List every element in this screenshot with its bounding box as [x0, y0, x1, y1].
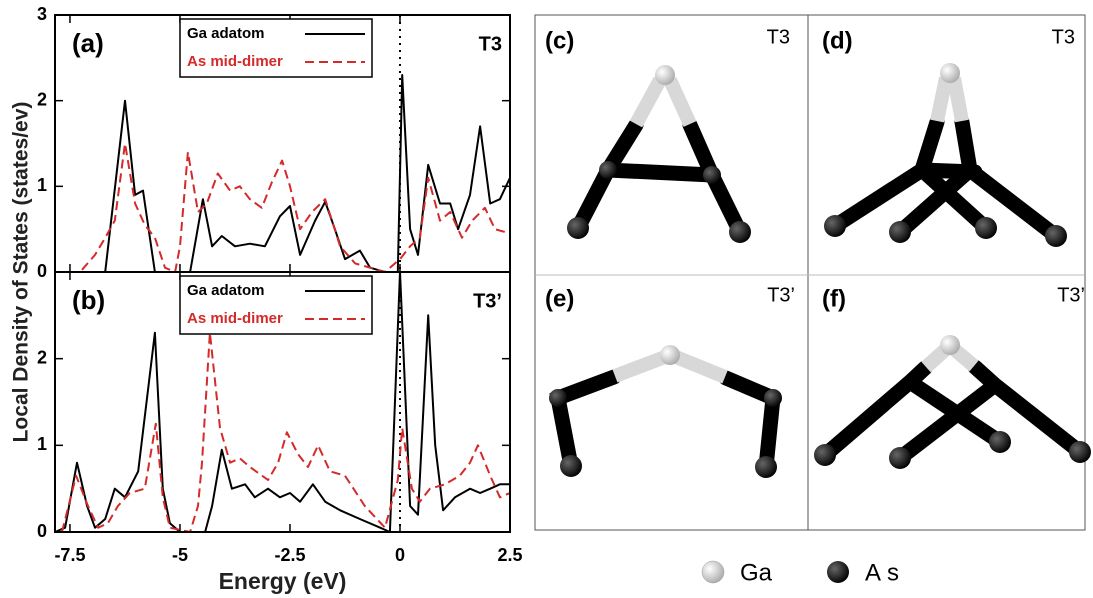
y-tick-label: 0 — [37, 261, 47, 281]
line-chart: 0 1 2 3 (a) T3 Ga adatom As mid-dimer Local Dens… — [10, 4, 511, 443]
y-tick-label: 1 — [37, 434, 47, 454]
as-atom — [755, 456, 777, 478]
line-chart: 0 1 2 -7.5 -5 -2.5 0 2.5 (b) T3’ Ga adatom As mid-d… — [37, 271, 523, 594]
structure-c — [567, 65, 751, 243]
panel-tag: T3’ — [1057, 284, 1085, 306]
structure-d — [824, 63, 1067, 247]
as-atom — [814, 444, 836, 466]
as-atom — [1069, 441, 1091, 463]
panel-label: (e) — [545, 285, 574, 312]
as-atom — [975, 217, 997, 239]
series-line — [55, 74, 511, 273]
bond — [549, 369, 782, 475]
as-atom — [567, 217, 589, 239]
annotation: T3 — [479, 33, 502, 55]
as-atom — [824, 215, 846, 237]
legend-label: Ga — [740, 559, 773, 586]
x-axis-title: Energy (eV) — [219, 568, 347, 594]
y-tick-label: 3 — [37, 4, 47, 24]
legend-as-swatch — [827, 561, 849, 583]
series-line — [61, 331, 511, 533]
panel-label: (f) — [822, 285, 846, 312]
bond — [629, 76, 697, 128]
panel-label: (d) — [822, 27, 853, 54]
bond — [921, 344, 979, 373]
x-tick-label: -7.5 — [54, 545, 85, 565]
panel-label: (a) — [72, 28, 104, 58]
as-atom — [989, 431, 1011, 453]
annotation: T3’ — [473, 290, 502, 312]
as-atom — [729, 221, 751, 243]
y-tick-label: 0 — [37, 521, 47, 541]
panel-tag: T3 — [1052, 26, 1075, 48]
legend-label: Ga adatom — [187, 25, 265, 42]
y-axis-title: Local Density of States (states/ev) — [10, 102, 33, 443]
as-atom — [549, 389, 567, 407]
x-tick-label: -2.5 — [274, 545, 305, 565]
structure-e — [549, 345, 782, 478]
structure-f — [814, 335, 1091, 469]
series-line — [54, 271, 510, 533]
as-atom — [889, 221, 911, 243]
bond — [612, 350, 728, 384]
charts: 0 1 2 3 (a) T3 Ga adatom As mid-dimer Local Dens… — [10, 4, 523, 594]
ga-atom — [940, 63, 960, 83]
bond — [930, 76, 969, 123]
as-atom — [599, 161, 617, 179]
legend-ga-swatch — [701, 560, 725, 584]
legend-label: As — [865, 559, 905, 586]
x-tick-label: -5 — [172, 545, 188, 565]
plot-frame — [54, 271, 511, 533]
x-tick-label: 2.5 — [497, 545, 522, 565]
x-tick-label: 0 — [395, 545, 405, 565]
structure-panels: (c) T3 (d) T3 (e) T3’ (f) T3’ — [534, 14, 1091, 586]
panel-tag: T3 — [767, 26, 790, 48]
legend-label: As mid-dimer — [187, 310, 283, 327]
as-atom — [764, 389, 782, 407]
bond — [827, 114, 1064, 244]
as-atom — [560, 455, 582, 477]
legend-label: As mid-dimer — [187, 53, 283, 70]
ga-atom — [655, 65, 675, 85]
bond — [817, 359, 1088, 466]
panel-label: (b) — [72, 285, 105, 315]
series-line — [55, 142, 511, 273]
legend-label: Ga adatom — [187, 282, 265, 299]
panel-label: (c) — [545, 27, 574, 54]
panel-frame — [534, 14, 1086, 531]
legend-box — [179, 275, 373, 335]
legend-box — [179, 18, 373, 78]
as-atom — [703, 166, 721, 184]
y-tick-label: 2 — [37, 347, 47, 367]
as-atom — [1045, 225, 1067, 247]
y-tick-label: 1 — [37, 175, 47, 195]
y-tick-label: 2 — [37, 89, 47, 109]
ga-atom — [940, 335, 960, 355]
panel-tag: T3’ — [767, 284, 795, 306]
as-atom — [889, 447, 911, 469]
ga-atom — [660, 345, 680, 365]
